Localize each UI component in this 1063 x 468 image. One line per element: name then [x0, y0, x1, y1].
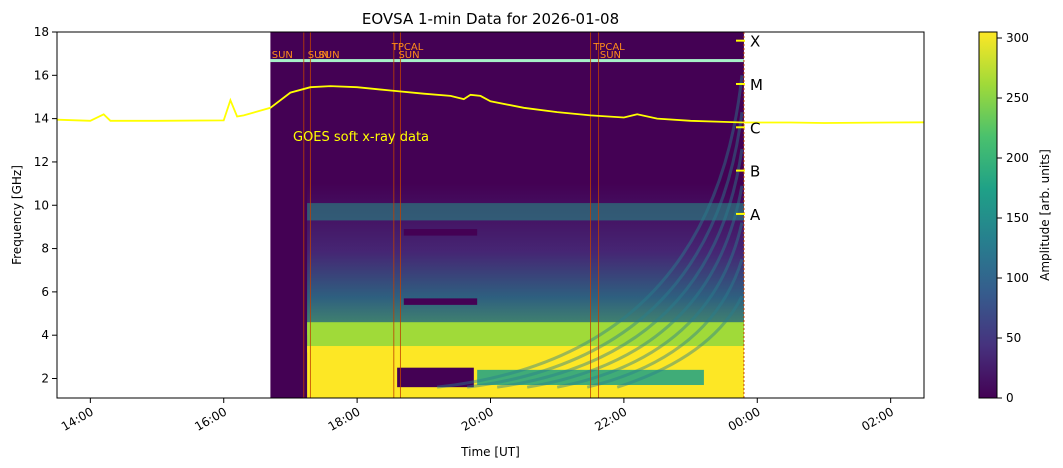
x-tick-label: 14:00 — [59, 404, 96, 433]
y-tick-label: 8 — [41, 242, 49, 256]
spectrogram-fringe — [526, 185, 744, 389]
goes-overlay — [57, 39, 924, 215]
scan-annotation: SUN — [398, 50, 419, 61]
colorbar-tick-label: 0 — [1006, 391, 1014, 405]
x-axis: 14:00 16:00 18:00 20:00 22:00 00:00 02:00 — [59, 398, 896, 434]
goes-class-label: A — [750, 206, 761, 224]
y-tick-label: 16 — [34, 68, 49, 82]
colorbar-tick-label: 150 — [1006, 211, 1029, 225]
goes-class-label: M — [750, 76, 763, 94]
colorbar: 0 50 100 150 200 250 300 Amplitude [arb. units… — [978, 31, 1052, 405]
y-axis-label: Frequency [GHz] — [10, 165, 24, 265]
spectrogram-gap-5ghz — [403, 298, 478, 305]
colorbar-label: Amplitude [arb. units] — [1038, 149, 1052, 281]
scan-annotation: SUN — [318, 50, 339, 61]
colorbar-tick-label: 250 — [1006, 91, 1029, 105]
calibration-lines — [303, 32, 745, 398]
colorbar-gradient — [978, 31, 998, 399]
y-axis: 2 4 6 8 10 12 14 16 18 — [34, 25, 57, 386]
y-tick-label: 4 — [41, 328, 49, 342]
scan-annotation: SUN — [308, 50, 329, 61]
spectrogram-fringe — [586, 258, 744, 389]
x-tick-label: 00:00 — [726, 404, 763, 433]
spectrogram-gap-mid — [403, 229, 478, 236]
spectrogram-image — [270, 32, 744, 398]
spectrogram-10ghz-band — [307, 203, 744, 221]
spectrogram-fringe — [436, 75, 744, 389]
goes-label: GOES soft x-ray data — [293, 130, 429, 145]
colorbar-tick-label: 50 — [1006, 331, 1021, 345]
x-tick-label: 18:00 — [326, 404, 363, 433]
colorbar-tick-label: 300 — [1006, 31, 1029, 45]
x-tick-label: 22:00 — [592, 404, 629, 433]
scan-annotation: TPCAL — [592, 42, 625, 53]
x-tick-label: 02:00 — [859, 404, 896, 433]
goes-curve — [57, 85, 924, 124]
scan-annotation: TPCAL — [391, 42, 424, 53]
spectrogram-fringe — [496, 148, 744, 389]
spectrogram-gap-low — [397, 367, 474, 388]
scan-annotation: SUN — [600, 50, 621, 61]
goes-class-label: X — [750, 33, 760, 51]
spectrogram-top-line — [270, 59, 744, 63]
x-tick-label: 20:00 — [459, 404, 496, 433]
y-tick-label: 14 — [34, 112, 49, 126]
x-axis-label: Time [UT] — [460, 445, 520, 459]
y-tick-label: 18 — [34, 25, 49, 39]
y-tick-label: 6 — [41, 285, 49, 299]
y-tick-label: 12 — [34, 155, 49, 169]
y-tick-label: 10 — [34, 198, 49, 212]
y-tick-label: 2 — [41, 372, 49, 386]
x-tick-label: 16:00 — [192, 404, 229, 433]
goes-class-label: C — [750, 119, 760, 137]
colorbar-tick-label: 200 — [1006, 151, 1029, 165]
goes-class-label: B — [750, 163, 760, 181]
spectrogram-fringe — [556, 222, 744, 389]
colorbar-tick-label: 100 — [1006, 271, 1029, 285]
scan-annotation: SUN — [272, 50, 293, 61]
spectrogram-fringe — [466, 111, 744, 389]
spectrogram-fringe — [616, 295, 744, 389]
colorbar-ticks: 0 50 100 150 200 250 300 — [997, 31, 1029, 405]
chart-title: EOVSA 1-min Data for 2026-01-08 — [362, 10, 619, 28]
